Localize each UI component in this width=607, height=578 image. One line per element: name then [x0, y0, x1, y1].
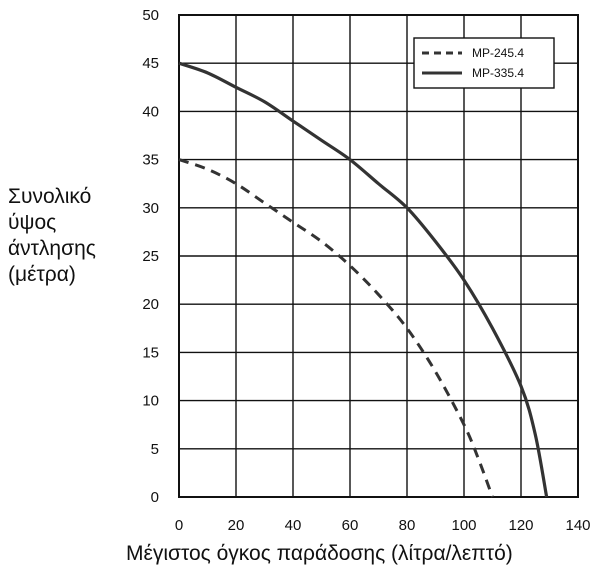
- x-tick-label: 100: [451, 517, 476, 534]
- y-axis-label-line: ύψος: [8, 211, 57, 234]
- y-tick-label: 25: [142, 248, 159, 265]
- x-tick-label: 20: [228, 517, 245, 534]
- grid: [178, 14, 579, 498]
- y-axis-label: Συνολικό ύψος άντλησης (μέτρα): [8, 184, 96, 288]
- y-tick-label: 35: [142, 152, 159, 169]
- series-line-mp-335-4: [178, 61, 549, 498]
- y-tick-label: 50: [142, 7, 159, 24]
- series-group: [178, 61, 549, 498]
- y-axis-label-line: (μέτρα): [8, 263, 76, 286]
- y-axis-label-line: Συνολικό: [8, 185, 92, 208]
- y-tick-label: 10: [142, 393, 159, 410]
- x-tick-label: 140: [565, 517, 590, 534]
- y-tick-label: 30: [142, 200, 159, 217]
- y-tick-label: 15: [142, 344, 159, 361]
- x-tick-label: 40: [285, 517, 302, 534]
- x-tick-label: 0: [175, 517, 183, 534]
- x-tick-label: 120: [508, 517, 533, 534]
- y-tick-label: 5: [151, 441, 159, 458]
- y-tick-label: 0: [151, 489, 159, 506]
- x-axis-label: Μέγιστος όγκος παράδοσης (λίτρα/λεπτό): [126, 542, 513, 565]
- x-tick-label: 80: [399, 517, 416, 534]
- x-tick-label: 60: [342, 517, 359, 534]
- legend-label: MP-335.4: [472, 66, 524, 80]
- legend-box: [413, 37, 555, 89]
- y-axis-ticks: 0 5 10 15 20 25 30 35 40 45 50: [142, 7, 159, 506]
- plot-frame: [178, 14, 579, 498]
- legend: MP-245.4 MP-335.4: [413, 37, 555, 89]
- y-tick-label: 40: [142, 103, 159, 120]
- series-line-mp-245-4: [178, 158, 494, 498]
- y-tick-label: 20: [142, 296, 159, 313]
- y-tick-label: 45: [142, 55, 159, 72]
- y-axis-label-line: άντλησης: [8, 237, 96, 260]
- x-axis-ticks: 0 20 40 60 80 100 120 140: [175, 517, 591, 534]
- legend-label: MP-245.4: [472, 46, 524, 60]
